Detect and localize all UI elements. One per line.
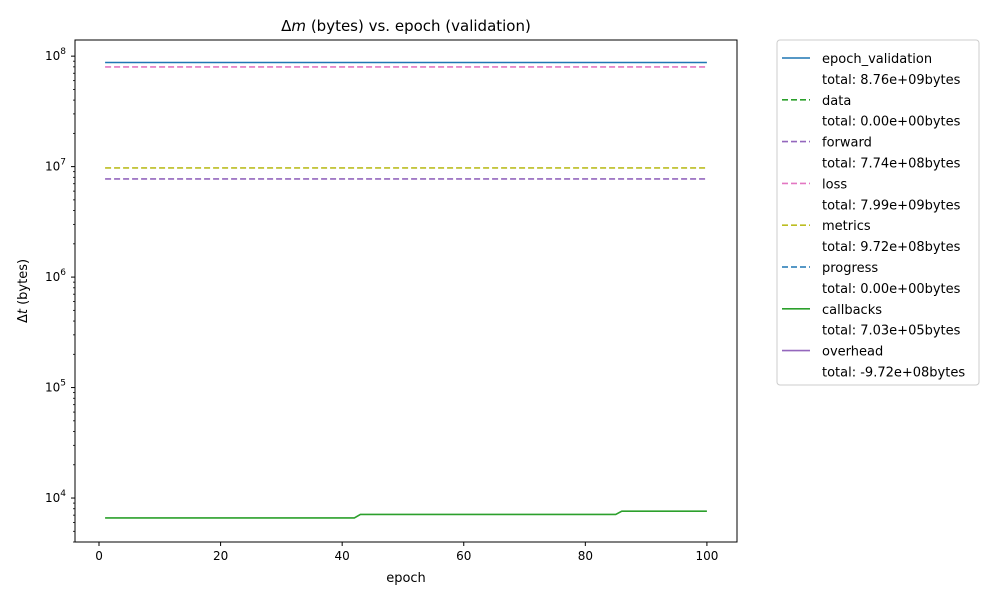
legend-label-data: data <box>822 94 851 109</box>
legend-label-loss: loss <box>822 177 847 192</box>
x-axis-label: epoch <box>386 571 426 586</box>
legend-total-loss: total: 7.99e+09bytes <box>822 198 961 213</box>
legend-label-metrics: metrics <box>822 219 871 234</box>
y-tick-label: 105 <box>45 379 66 395</box>
legend-label-epoch-validation: epoch_validation <box>822 52 932 67</box>
y-axis-label-var: t <box>16 308 31 314</box>
x-tick-label: 60 <box>456 549 471 563</box>
legend-total-forward: total: 7.74e+08bytes <box>822 157 961 172</box>
y-tick-label: 106 <box>45 268 66 284</box>
legend-label-callbacks: callbacks <box>822 303 882 318</box>
legend-items: epoch_validation total: 8.76e+09bytes data… <box>782 52 965 381</box>
y-tick-label: 108 <box>45 47 66 63</box>
legend: epoch_validation total: 8.76e+09bytes data… <box>776 39 980 386</box>
legend-total-data: total: 0.00e+00bytes <box>822 115 961 130</box>
legend-total-progress: total: 0.00e+00bytes <box>822 282 961 297</box>
y-tick-label: 107 <box>45 158 66 174</box>
chart-title-delta: Δ <box>281 17 292 35</box>
legend-label-progress: progress <box>822 261 878 276</box>
y-axis-label-rest: (bytes) <box>16 259 31 309</box>
y-axis-label-delta: Δ <box>16 314 31 323</box>
x-tick-label: 40 <box>335 549 350 563</box>
chart-title-rest: (bytes) vs. epoch (validation) <box>306 17 531 35</box>
y-tick-label: 104 <box>45 489 66 505</box>
y-axis-label: Δt (bytes) <box>16 259 31 323</box>
x-axis-ticks: 0 20 40 60 80 100 <box>95 542 718 563</box>
series-line-callbacks <box>105 510 707 519</box>
chart-title-var: m <box>291 17 306 35</box>
legend-label-forward: forward <box>822 136 872 151</box>
legend-total-epoch-validation: total: 8.76e+09bytes <box>822 73 961 88</box>
legend-total-callbacks: total: 7.03e+05bytes <box>822 324 961 339</box>
legend-total-metrics: total: 9.72e+08bytes <box>822 240 961 255</box>
y-axis-ticks: 104 105 106 107 108 <box>45 47 75 543</box>
legend-frame <box>776 39 980 386</box>
legend-total-overhead: total: -9.72e+08bytes <box>822 366 965 381</box>
x-tick-label: 80 <box>578 549 593 563</box>
series-layer <box>105 61 707 519</box>
legend-label-overhead: overhead <box>822 345 883 360</box>
x-tick-label: 0 <box>95 549 103 563</box>
chart-title: Δm (bytes) vs. epoch (validation) <box>281 17 531 35</box>
plot-area-frame <box>74 39 738 543</box>
x-tick-label: 20 <box>213 549 228 563</box>
x-tick-label: 100 <box>695 549 718 563</box>
